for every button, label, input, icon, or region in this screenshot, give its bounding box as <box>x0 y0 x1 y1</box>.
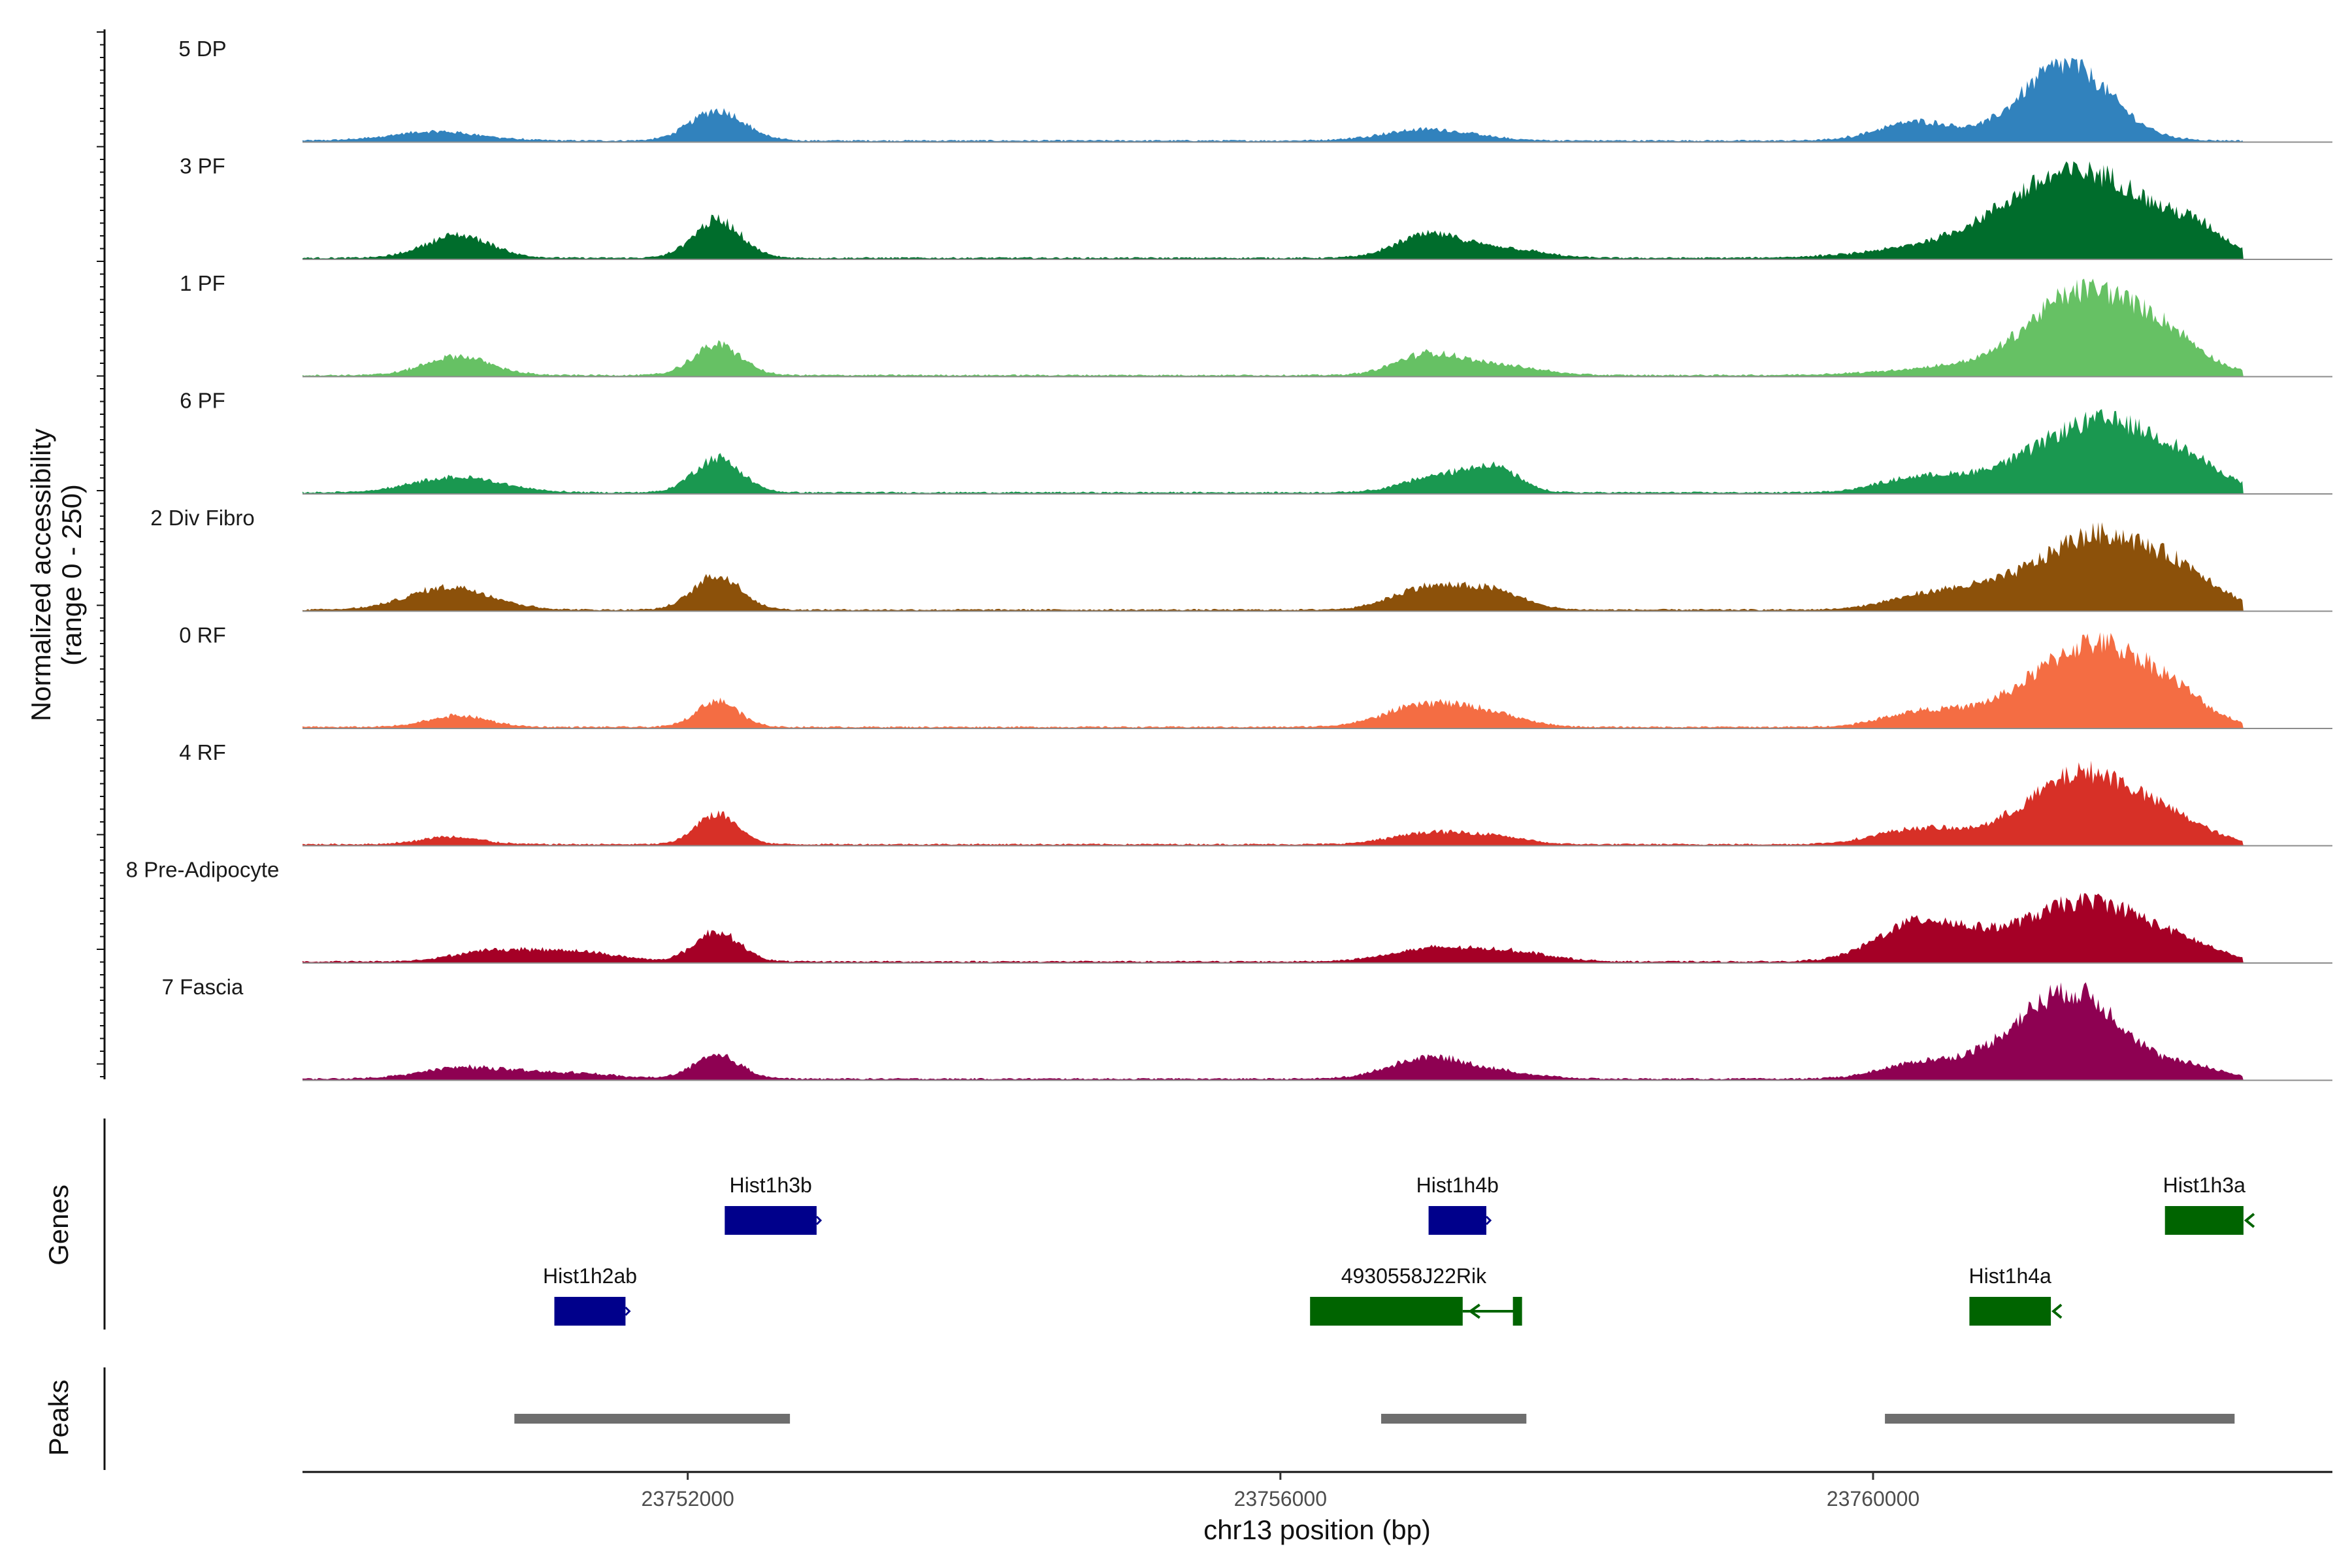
gene-label: Hist1h2ab <box>543 1264 637 1288</box>
gene-label: Hist1h4b <box>1416 1173 1499 1197</box>
coverage-area <box>302 161 2244 259</box>
peak-region <box>1381 1414 1527 1424</box>
coverage-area <box>302 982 2244 1081</box>
peaks-panel <box>103 1367 2235 1470</box>
track-label: 2 Div Fibro <box>150 506 255 530</box>
gene-label: Hist1h3b <box>730 1173 812 1197</box>
gene-body <box>1969 1297 2051 1326</box>
x-tick-label: 23756000 <box>1234 1487 1327 1511</box>
coverage-track: 1 PF <box>180 271 2332 378</box>
strand-arrow <box>1468 1303 1480 1319</box>
coverage-area <box>302 522 2244 612</box>
gene-label: 4930558J22Rik <box>1341 1264 1487 1288</box>
coverage-area <box>302 57 2244 142</box>
gene-body <box>1310 1297 1463 1326</box>
gene-exon <box>1512 1297 1522 1326</box>
gene-label: Hist1h3a <box>2163 1173 2246 1197</box>
peak-region <box>1885 1414 2235 1424</box>
gene-body <box>554 1297 626 1326</box>
gene-feature: Hist1h4b <box>1416 1173 1499 1235</box>
gene-body <box>1428 1206 1486 1235</box>
track-label: 3 PF <box>180 154 225 178</box>
track-label: 5 DP <box>178 37 226 61</box>
strand-arrow <box>815 1215 823 1226</box>
strand-arrow <box>2051 1303 2063 1319</box>
peaks-panel-label: Peaks <box>43 1380 74 1456</box>
coverage-area <box>302 409 2244 494</box>
genes-panel: Hist1h3b Hist1h4b Hist1h3a Hist1h2ab 4930558… <box>103 1119 2255 1330</box>
x-tick-label: 23752000 <box>641 1487 734 1511</box>
coverage-track: 4 RF <box>179 740 2332 847</box>
coverage-area <box>302 760 2244 846</box>
coverage-y-axis <box>97 29 106 1079</box>
gene-feature: Hist1h3b <box>725 1173 823 1235</box>
gene-body <box>725 1206 817 1235</box>
strand-arrow <box>2244 1213 2255 1228</box>
coverage-track: 0 RF <box>179 623 2332 729</box>
gene-feature: Hist1h4a <box>1969 1264 2063 1326</box>
coverage-track: 8 Pre-Adipocyte <box>126 858 2332 964</box>
gene-feature: 4930558J22Rik <box>1310 1264 1522 1326</box>
genes-panel-label: Genes <box>43 1184 74 1266</box>
gene-feature: Hist1h3a <box>2163 1173 2255 1235</box>
strand-arrow <box>625 1306 631 1316</box>
coverage-track: 3 PF <box>180 154 2332 260</box>
coverage-area <box>302 278 2244 377</box>
x-tick-label: 23760000 <box>1827 1487 1919 1511</box>
track-label: 6 PF <box>180 389 225 413</box>
coverage-area <box>302 892 2244 963</box>
track-label: 4 RF <box>179 740 226 764</box>
coverage-tracks: 5 DP 3 PF 1 PF 6 PF 2 Div Fibro 0 RF 4 RF 8 Pre… <box>126 37 2332 1081</box>
coverage-track: 7 Fascia <box>162 975 2332 1081</box>
coverage-area <box>302 632 2244 728</box>
coverage-track: 2 Div Fibro <box>150 506 2332 612</box>
coverage-track: 6 PF <box>180 389 2332 495</box>
gene-body <box>2164 1206 2244 1235</box>
gene-label: Hist1h4a <box>1969 1264 2052 1288</box>
track-label: 7 Fascia <box>162 975 244 999</box>
y-axis-title-line2: (range 0 - 250) <box>56 484 87 666</box>
track-label: 8 Pre-Adipocyte <box>126 858 280 882</box>
strand-arrow <box>1485 1215 1492 1226</box>
track-label: 1 PF <box>180 271 225 295</box>
y-axis-title-line1: Normalized accessibility <box>25 429 56 721</box>
x-axis: 23752000 23756000 23760000 <box>302 1471 2332 1511</box>
peak-region <box>514 1414 791 1424</box>
x-axis-title: chr13 position (bp) <box>1203 1514 1431 1545</box>
gene-feature: Hist1h2ab <box>543 1264 637 1326</box>
coverage-track: 5 DP <box>178 37 2332 143</box>
track-label: 0 RF <box>179 623 226 647</box>
